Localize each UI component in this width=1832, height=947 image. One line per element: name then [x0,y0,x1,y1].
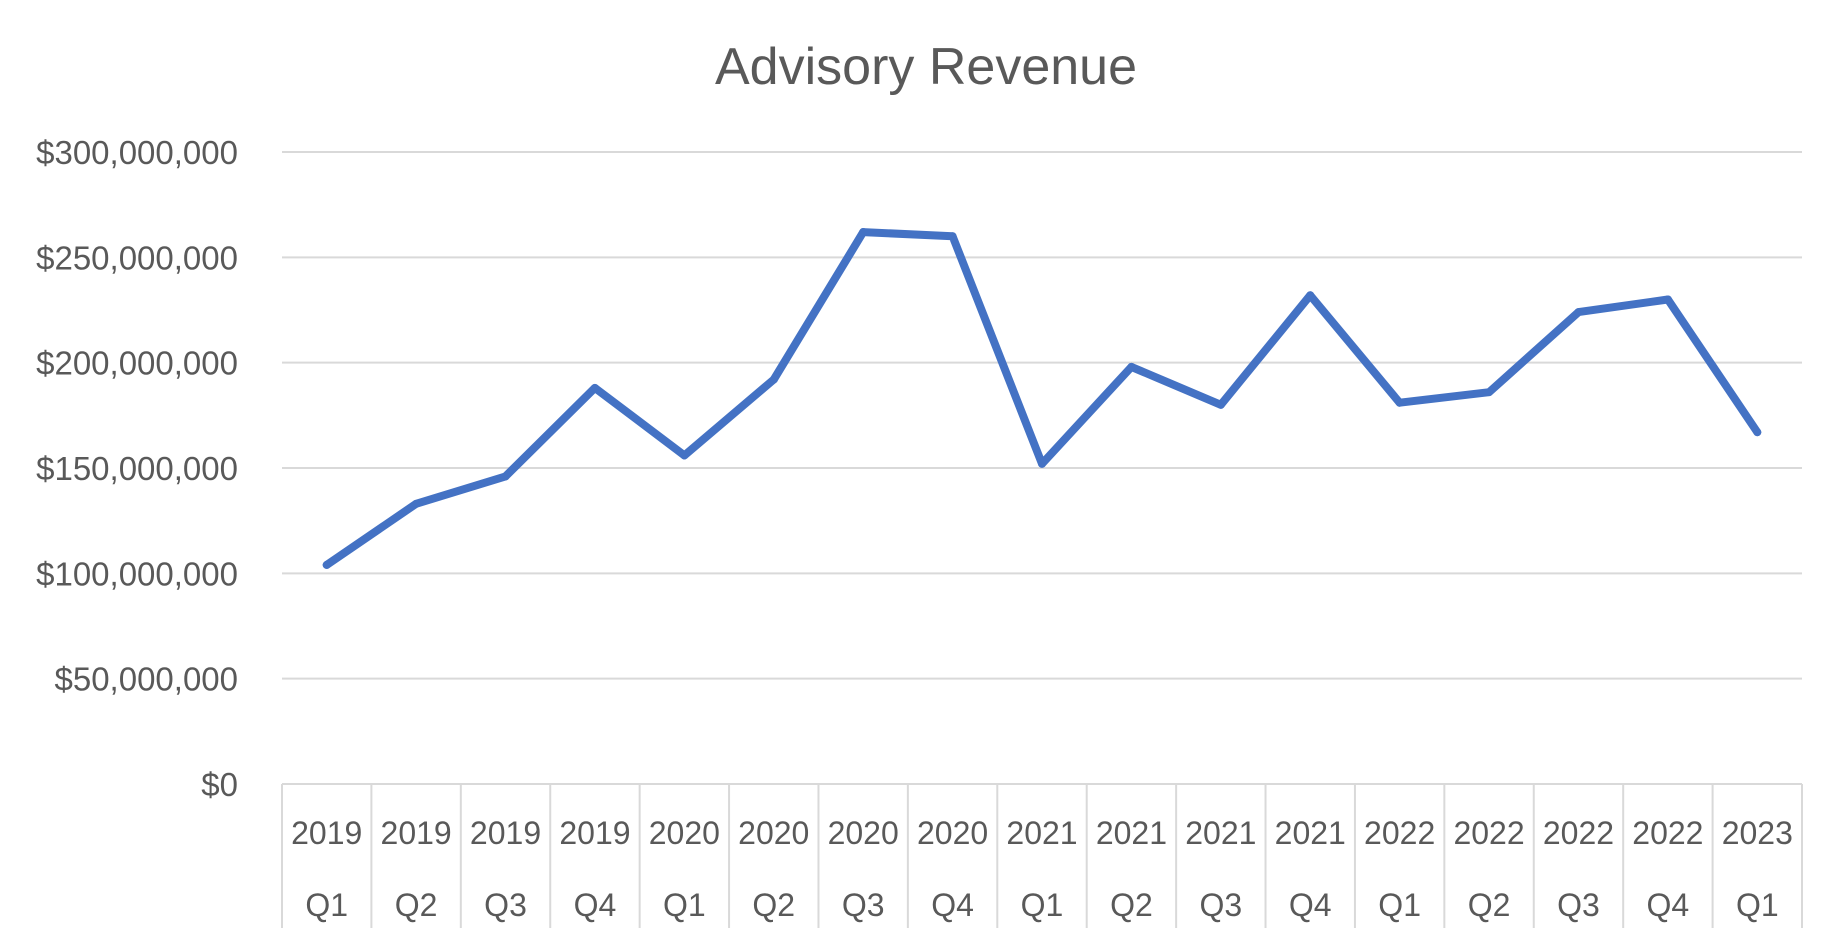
x-tick-quarter-label: Q1 [663,887,706,923]
x-tick-year-label: 2020 [649,815,720,851]
y-tick-label: $300,000,000 [36,134,238,171]
x-tick-year-label: 2020 [828,815,899,851]
x-tick-quarter-label: Q4 [1289,887,1332,923]
series-line [322,228,1762,569]
y-tick-label: $150,000,000 [36,450,238,487]
x-tick-quarter-label: Q3 [842,887,885,923]
x-tick-year-label: 2022 [1632,815,1703,851]
data-point [412,499,421,508]
gridlines [282,151,1802,680]
chart-title: Advisory Revenue [715,38,1137,96]
x-tick-quarter-label: Q3 [1199,887,1242,923]
series-layer [322,228,1762,569]
x-axis: 2019 Q1 2019 Q2 2019 Q3 2019 Q4 2020 Q1 2020 Q2 2020… [281,783,1803,928]
y-tick-label: $200,000,000 [36,345,238,382]
y-tick-label: $0 [201,766,238,803]
x-tick-quarter-label: Q1 [305,887,348,923]
x-tick-quarter-label: Q1 [1736,887,1779,923]
x-tick-year-label: 2019 [291,815,362,851]
x-tick-quarter-label: Q2 [752,887,795,923]
x-tick-year-label: 2019 [381,815,452,851]
y-tick-label: $250,000,000 [36,239,238,276]
data-point [1663,295,1672,304]
x-tick-year-label: 2021 [1006,815,1077,851]
data-point [1395,398,1404,407]
data-point [1038,459,1046,468]
x-tick-quarter-label: Q3 [1557,887,1600,923]
x-tick-year-label: 2019 [559,815,630,851]
y-axis-ticks: $0 $50,000,000 $100,000,000 $150,000,000 $20… [36,134,238,803]
x-tick-quarter-label: Q4 [931,887,974,923]
data-point [859,228,868,237]
y-tick-label: $50,000,000 [54,661,238,698]
x-tick-year-label: 2023 [1722,815,1793,851]
data-point [1485,388,1494,397]
data-point [948,232,957,241]
x-tick-quarter-label: Q1 [1378,887,1421,923]
x-tick-quarter-label: Q4 [1647,887,1690,923]
data-point [680,451,689,460]
x-tick-year-label: 2021 [1096,815,1167,851]
x-tick-quarter-label: Q2 [1110,887,1153,923]
data-point [769,375,778,384]
data-point [1574,308,1583,317]
x-tick-quarter-label: Q2 [395,887,438,923]
x-tick-year-label: 2020 [917,815,988,851]
x-tick-year-label: 2022 [1364,815,1435,851]
data-point [1127,362,1136,371]
x-tick-year-label: 2021 [1185,815,1256,851]
x-tick-year-label: 2020 [738,815,809,851]
data-point [322,560,331,569]
x-tick-year-label: 2021 [1275,815,1346,851]
x-tick-year-label: 2022 [1453,815,1524,851]
data-point [501,472,510,481]
data-point [1753,428,1762,437]
x-tick-year-label: 2022 [1543,815,1614,851]
x-tick-quarter-label: Q1 [1021,887,1064,923]
x-tick-quarter-label: Q3 [484,887,527,923]
data-point [1216,400,1225,409]
y-tick-label: $100,000,000 [36,555,238,592]
x-tick-quarter-label: Q4 [574,887,617,923]
x-tick-quarter-label: Q2 [1468,887,1511,923]
x-tick-year-label: 2019 [470,815,541,851]
data-point [1306,291,1315,300]
data-point [590,383,599,392]
